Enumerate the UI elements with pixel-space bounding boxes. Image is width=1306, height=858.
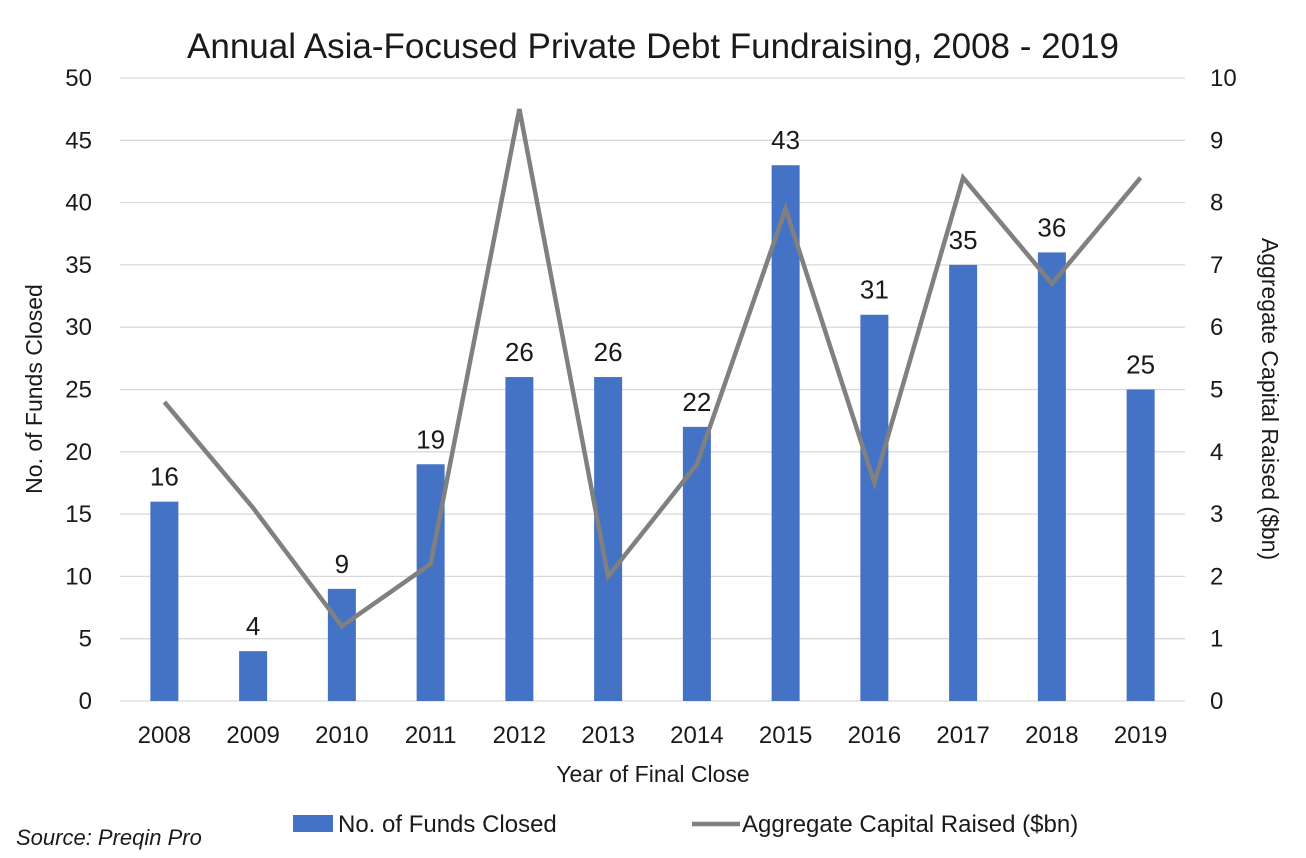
- x-tick-label: 2019: [1114, 722, 1167, 749]
- bar: [860, 314, 889, 701]
- bar-value-label: 22: [682, 387, 711, 417]
- bar: [1126, 389, 1155, 701]
- y-axis-title: No. of Funds Closed: [21, 284, 47, 494]
- x-axis: 2008 2009 2010 2011 2012 2013 2014 2015 2016 2017…: [138, 722, 1168, 749]
- bar: [505, 377, 534, 701]
- x-tick-label: 2008: [138, 722, 191, 749]
- y-tick-label: 50: [65, 65, 92, 92]
- x-tick-label: 2018: [1025, 722, 1078, 749]
- y-tick-label: 5: [79, 626, 92, 653]
- bar: [771, 165, 800, 702]
- bar: [949, 264, 978, 701]
- legend: No. of Funds Closed Aggregate Capital Ra…: [293, 811, 1078, 838]
- y-tick-label: 35: [65, 252, 92, 279]
- x-tick-label: 2013: [581, 722, 634, 749]
- bar-value-label: 9: [335, 549, 349, 579]
- bar: [416, 464, 445, 701]
- legend-swatch-bars: [293, 815, 333, 832]
- y-axis-left: 0 5 10 15 20 25 30 35 40 45 50: [65, 65, 92, 715]
- y-tick-label: 40: [65, 190, 92, 217]
- y2-tick-label: 1: [1210, 626, 1223, 653]
- y2-tick-label: 4: [1210, 439, 1223, 466]
- y-tick-label: 0: [79, 688, 92, 715]
- bar-value-label: 19: [416, 424, 445, 454]
- x-tick-label: 2016: [848, 722, 901, 749]
- legend-label-bars: No. of Funds Closed: [338, 811, 557, 838]
- bar: [327, 588, 356, 701]
- y2-tick-label: 9: [1210, 127, 1223, 154]
- x-tick-label: 2012: [493, 722, 546, 749]
- y-tick-label: 45: [65, 127, 92, 154]
- bar-value-label: 31: [860, 275, 889, 305]
- data-labels: 16 4 9 19 26 26 22 43 31 35 36 25: [150, 125, 1155, 641]
- y2-tick-label: 7: [1210, 252, 1223, 279]
- y-tick-label: 10: [65, 563, 92, 590]
- y2-tick-label: 2: [1210, 563, 1223, 590]
- source-note: Source: Preqin Pro: [16, 825, 202, 850]
- bar-value-label: 36: [1037, 212, 1066, 242]
- x-tick-label: 2017: [936, 722, 989, 749]
- y2-tick-label: 0: [1210, 688, 1223, 715]
- y2-tick-label: 10: [1210, 65, 1237, 92]
- bar-value-label: 4: [246, 611, 260, 641]
- y-tick-label: 30: [65, 314, 92, 341]
- bar-value-label: 16: [150, 462, 179, 492]
- gridlines: [120, 77, 1185, 702]
- x-tick-label: 2009: [226, 722, 279, 749]
- y-axis-right: 0 1 2 3 4 5 6 7 8 9 10: [1210, 65, 1237, 715]
- bar-value-label: 25: [1126, 350, 1155, 380]
- x-tick-label: 2014: [670, 722, 723, 749]
- bar: [150, 501, 179, 701]
- y2-axis-title: Aggregate Capital Raised ($bn): [1257, 238, 1283, 560]
- bar-value-label: 26: [505, 337, 534, 367]
- x-axis-title: Year of Final Close: [556, 761, 749, 787]
- bar: [239, 651, 268, 701]
- y2-tick-label: 6: [1210, 314, 1223, 341]
- x-tick-label: 2015: [759, 722, 812, 749]
- legend-label-line: Aggregate Capital Raised ($bn): [742, 811, 1078, 838]
- y-tick-label: 20: [65, 439, 92, 466]
- bar-value-label: 26: [594, 337, 623, 367]
- bar-value-label: 43: [771, 125, 800, 155]
- x-tick-label: 2010: [315, 722, 368, 749]
- capital-line: [162, 108, 1143, 630]
- y2-tick-label: 3: [1210, 501, 1223, 528]
- bar: [682, 426, 711, 701]
- bar: [1037, 252, 1066, 701]
- y-tick-label: 25: [65, 377, 92, 404]
- bar-series: [150, 165, 1155, 702]
- y2-tick-label: 5: [1210, 377, 1223, 404]
- bar: [594, 377, 623, 701]
- y-tick-label: 15: [65, 501, 92, 528]
- line-series: [162, 108, 1143, 630]
- y2-tick-label: 8: [1210, 190, 1223, 217]
- x-tick-label: 2011: [405, 722, 457, 749]
- chart-title: Annual Asia-Focused Private Debt Fundrai…: [187, 27, 1119, 66]
- bar-value-label: 35: [949, 225, 978, 255]
